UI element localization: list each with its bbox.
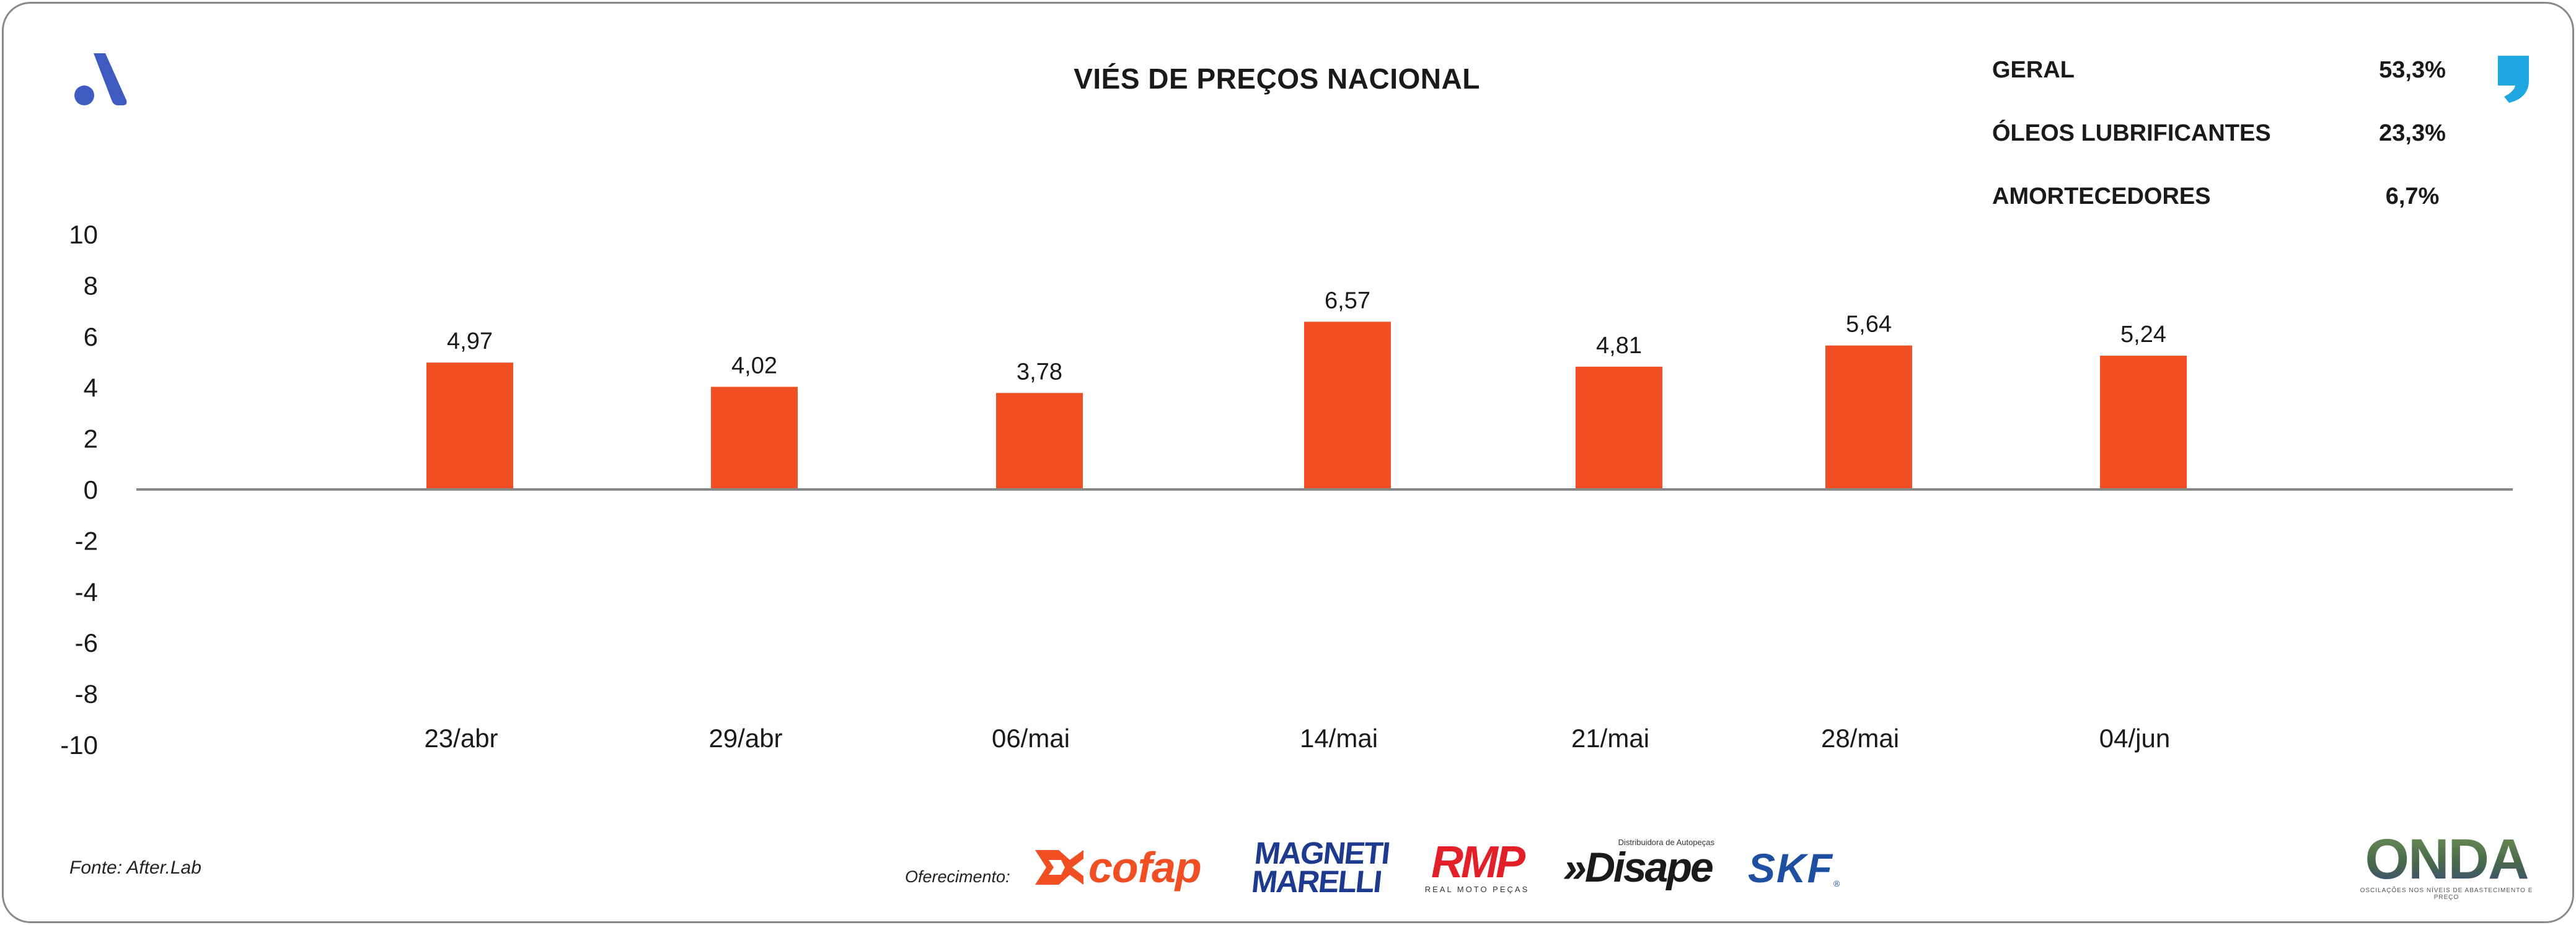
- y-tick-label: -2: [75, 526, 98, 555]
- cofap-wordmark: cofap: [1088, 843, 1202, 892]
- stat-row-amortecedores: AMORTECEDORES 6,7%: [1991, 181, 2462, 244]
- y-tick-label: 2: [84, 424, 98, 454]
- rmp-wordmark: RMP: [1431, 838, 1525, 887]
- x-tick-label: 06/mai: [992, 724, 1070, 753]
- y-tick-label: -4: [75, 577, 98, 607]
- rmp-tagline: REAL MOTO PEÇAS: [1424, 885, 1530, 894]
- data-label: 4,97: [447, 328, 493, 354]
- disape-logo: Distribuidora de Autopeças »Disape: [1563, 838, 1731, 888]
- stats-panel: GERAL 53,3% ÓLEOS LUBRIFICANTES 23,3% AM…: [1991, 55, 2462, 244]
- chart-title: VIÉS DE PREÇOS NACIONAL: [1074, 63, 1480, 95]
- stat-value: 6,7%: [2385, 183, 2440, 209]
- bar: [711, 387, 798, 489]
- sponsor-label: Oferecimento:: [905, 867, 1010, 886]
- data-label: 5,64: [1846, 312, 1892, 338]
- stat-label: AMORTECEDORES: [1992, 183, 2211, 209]
- y-axis: 10 8 6 4 2 0 -2 -4 -6 -8 -10: [60, 220, 98, 760]
- data-label: 4,02: [731, 353, 777, 379]
- skf-wordmark: SKF: [1748, 845, 1833, 891]
- x-tick-label: 23/abr: [424, 724, 498, 753]
- disape-wordmark: »Disape: [1563, 844, 1714, 891]
- y-tick-label: 0: [84, 475, 98, 504]
- bar: [1304, 322, 1391, 489]
- bar: [996, 393, 1083, 489]
- data-label: 6,57: [1325, 287, 1370, 313]
- y-tick-label: 4: [84, 373, 98, 402]
- stat-label: GERAL: [1992, 57, 2075, 83]
- data-label: 4,81: [1596, 333, 1642, 359]
- bar: [1825, 345, 1912, 489]
- bars: 4,97 4,02 3,78 6,57 4,81 5,64 5,24: [426, 287, 2187, 489]
- x-tick-label: 28/mai: [1821, 724, 1899, 753]
- x-tick-label: 21/mai: [1571, 724, 1649, 753]
- quote-icon: [2498, 56, 2529, 103]
- source-note: Fonte: After.Lab: [69, 857, 201, 878]
- x-tick-label: 29/abr: [708, 724, 782, 753]
- onda-wordmark: ONDA: [2358, 831, 2535, 888]
- stat-value: 23,3%: [2379, 120, 2446, 146]
- bar: [2100, 356, 2187, 489]
- y-tick-label: 6: [84, 322, 98, 351]
- y-tick-label: 10: [69, 220, 98, 249]
- y-tick-label: -10: [60, 730, 98, 760]
- disape-tagline: Distribuidora de Autopeças: [1618, 838, 1714, 847]
- x-axis: 23/abr 29/abr 06/mai 14/mai 21/mai 28/mai 04/j…: [424, 724, 2170, 753]
- cofap-logo: cofap: [1034, 843, 1202, 892]
- magneti-wordmark: MAGNETI: [1253, 836, 1391, 870]
- skf-logo: SKF®: [1748, 848, 1840, 888]
- data-label: 3,78: [1017, 359, 1062, 385]
- x-tick-label: 14/mai: [1300, 724, 1378, 753]
- stat-row-geral: GERAL 53,3%: [1991, 55, 2462, 118]
- rmp-logo: RMP REAL MOTO PEÇAS: [1413, 840, 1541, 894]
- magneti-marelli-logo: MAGNETI MARELLI: [1250, 836, 1391, 899]
- skf-registered: ®: [1833, 879, 1840, 888]
- marelli-wordmark: MARELLI: [1250, 864, 1383, 899]
- stat-value: 53,3%: [2379, 57, 2446, 83]
- onda-tagline: OSCILAÇÕES NOS NÍVEIS DE ABASTECIMENTO E…: [2360, 887, 2533, 901]
- bar: [426, 362, 513, 489]
- stat-label: ÓLEOS LUBRIFICANTES: [1992, 120, 2271, 146]
- bar: [1576, 366, 1662, 489]
- cofap-mark-icon: [1035, 850, 1083, 885]
- onda-logo: ONDA OSCILAÇÕES NOS NÍVEIS DE ABASTECIME…: [2358, 831, 2535, 901]
- stat-row-oleos: ÓLEOS LUBRIFICANTES 23,3%: [1991, 118, 2462, 181]
- y-tick-label: 8: [84, 271, 98, 300]
- x-tick-label: 04/jun: [2099, 724, 2170, 753]
- logo-a-icon: [74, 53, 127, 105]
- data-label: 5,24: [2120, 322, 2166, 348]
- y-tick-label: -6: [75, 628, 98, 657]
- y-tick-label: -8: [75, 680, 98, 709]
